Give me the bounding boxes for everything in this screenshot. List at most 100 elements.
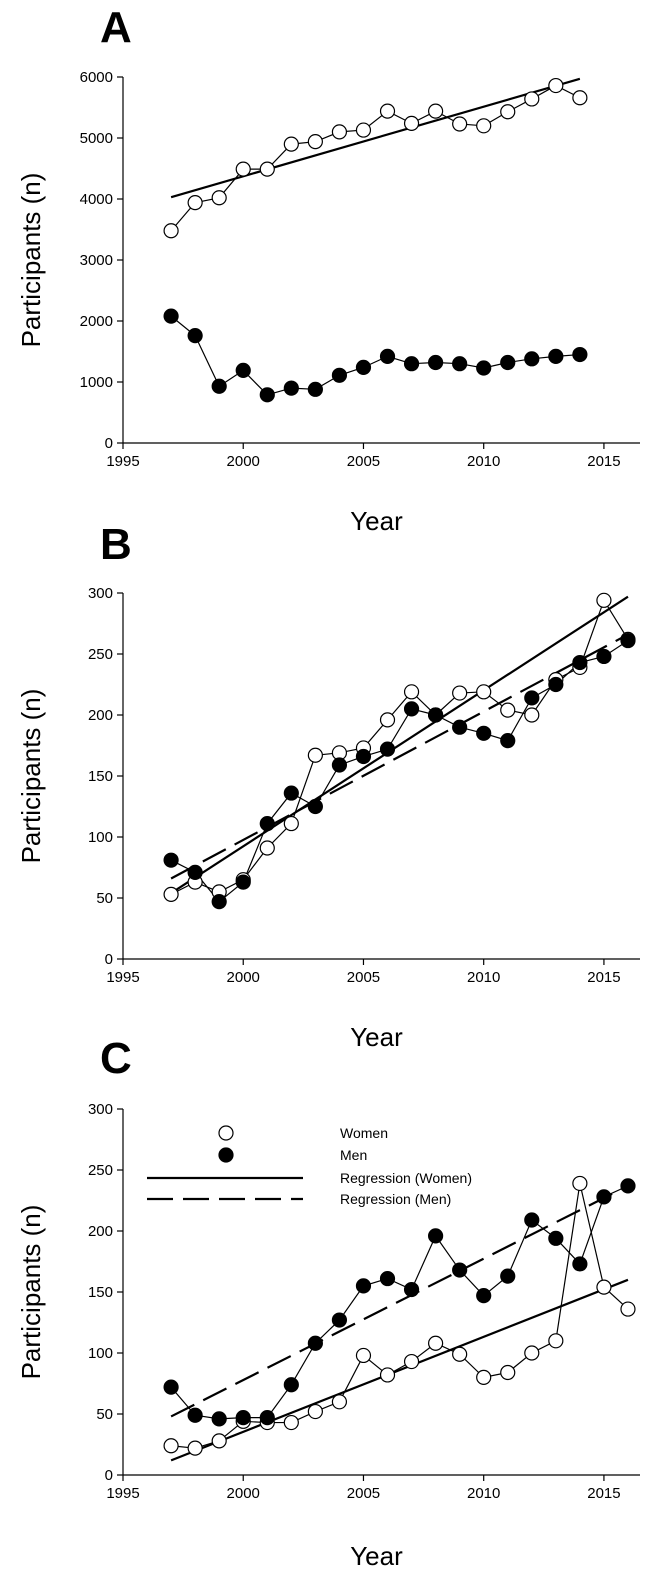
data-point-women [211, 190, 227, 206]
data-point-men [379, 741, 396, 757]
x-tick-label: 1995 [106, 453, 139, 470]
series-line-women [170, 598, 629, 895]
data-point-men [572, 1256, 588, 1272]
regression-line-women [170, 77, 581, 199]
data-point-women [596, 592, 612, 608]
y-tick-label: 150 [88, 1284, 113, 1301]
data-point-men [548, 1230, 564, 1246]
legend-marker-women [218, 1125, 234, 1141]
data-point-men [452, 719, 468, 735]
y-tick-label: 100 [88, 1345, 113, 1362]
x-tick-label: 2005 [347, 1485, 380, 1502]
data-point-women [355, 122, 372, 138]
y-axis-title: Participants (n) [16, 1205, 46, 1380]
data-point-men [235, 362, 251, 379]
data-point-men [596, 1189, 612, 1205]
y-tick-label: 0 [105, 435, 113, 452]
data-point-men [548, 348, 564, 364]
data-point-women [476, 118, 492, 134]
data-point-men [596, 648, 612, 665]
data-point-men [524, 1212, 540, 1228]
data-point-men [163, 308, 179, 324]
x-axis-title: Year [350, 506, 403, 536]
data-point-men [355, 748, 372, 765]
data-point-women [500, 104, 516, 120]
y-tick-label: 0 [105, 1467, 113, 1484]
y-tick-label: 6000 [80, 69, 113, 86]
data-point-men [211, 1411, 227, 1427]
panel-label-b: B [100, 520, 132, 569]
y-tick-label: 300 [88, 585, 113, 602]
data-point-women [379, 712, 396, 728]
data-point-women [548, 77, 564, 94]
x-tick-label: 2010 [467, 453, 500, 470]
data-point-women [476, 684, 492, 700]
data-point-men [307, 1335, 323, 1351]
data-point-men [476, 725, 492, 741]
data-point-men [259, 387, 275, 403]
data-point-women [283, 815, 299, 832]
legend-marker-men [218, 1147, 234, 1163]
regression-line-men [170, 633, 629, 880]
series-line-women [170, 84, 581, 232]
y-tick-label: 200 [88, 707, 113, 724]
y-tick-label: 150 [88, 768, 113, 785]
data-point-women [452, 116, 468, 132]
regression-line-women [170, 595, 629, 895]
data-point-women [331, 1394, 348, 1410]
y-tick-label: 0 [105, 951, 113, 968]
legend-label: Regression (Women) [340, 1170, 472, 1186]
data-point-men [428, 354, 444, 371]
data-point-women [548, 1333, 564, 1349]
data-point-men [307, 381, 323, 397]
data-point-men [331, 367, 348, 383]
x-tick-label: 2015 [587, 1485, 620, 1502]
data-point-women [235, 161, 251, 177]
data-point-men [572, 654, 588, 671]
data-point-men [187, 328, 203, 344]
data-point-men [620, 1178, 636, 1194]
y-tick-label: 50 [96, 890, 113, 907]
data-point-women [211, 1433, 227, 1449]
data-point-men [524, 351, 540, 367]
data-point-women [572, 1175, 588, 1192]
y-axis-title: Participants (n) [16, 173, 46, 348]
legend-label: Men [340, 1147, 367, 1163]
x-tick-label: 2005 [347, 969, 380, 986]
x-tick-label: 2005 [347, 453, 380, 470]
data-point-women [283, 136, 299, 152]
data-point-women [428, 1335, 444, 1351]
data-point-men [403, 701, 420, 717]
x-tick-label: 1995 [106, 1485, 139, 1502]
data-point-men [211, 378, 227, 394]
data-point-women [403, 1353, 420, 1370]
data-point-women [163, 1438, 179, 1454]
series-line-men [170, 315, 580, 396]
data-point-women [500, 1364, 516, 1381]
data-point-women [452, 1346, 468, 1362]
data-point-women [307, 1403, 323, 1420]
data-point-women [355, 1347, 372, 1364]
data-point-men [163, 852, 179, 868]
data-point-men [403, 356, 420, 372]
y-tick-label: 5000 [80, 130, 113, 147]
y-tick-label: 3000 [80, 252, 113, 269]
data-point-men [163, 1379, 179, 1395]
y-tick-label: 4000 [80, 191, 113, 208]
x-axis-title: Year [350, 1022, 403, 1052]
data-point-women [596, 1279, 612, 1295]
series-line-women [171, 1183, 629, 1449]
x-tick-label: 2010 [467, 969, 500, 986]
data-point-men [259, 1410, 275, 1426]
x-tick-label: 2015 [587, 453, 620, 470]
x-axis-title: Year [350, 1541, 403, 1571]
chart-panel-a: 0 1000 2000 3000 4000 5000 6000 1995 2000 2005 201… [16, 69, 640, 536]
data-point-women [187, 195, 203, 211]
data-point-men [307, 798, 323, 815]
y-tick-label: 250 [88, 1162, 113, 1179]
data-point-women [403, 115, 420, 131]
legend-label: Women [340, 1125, 388, 1141]
y-tick-label: 200 [88, 1223, 113, 1240]
data-point-women [500, 702, 516, 718]
y-tick-label: 50 [96, 1406, 113, 1423]
